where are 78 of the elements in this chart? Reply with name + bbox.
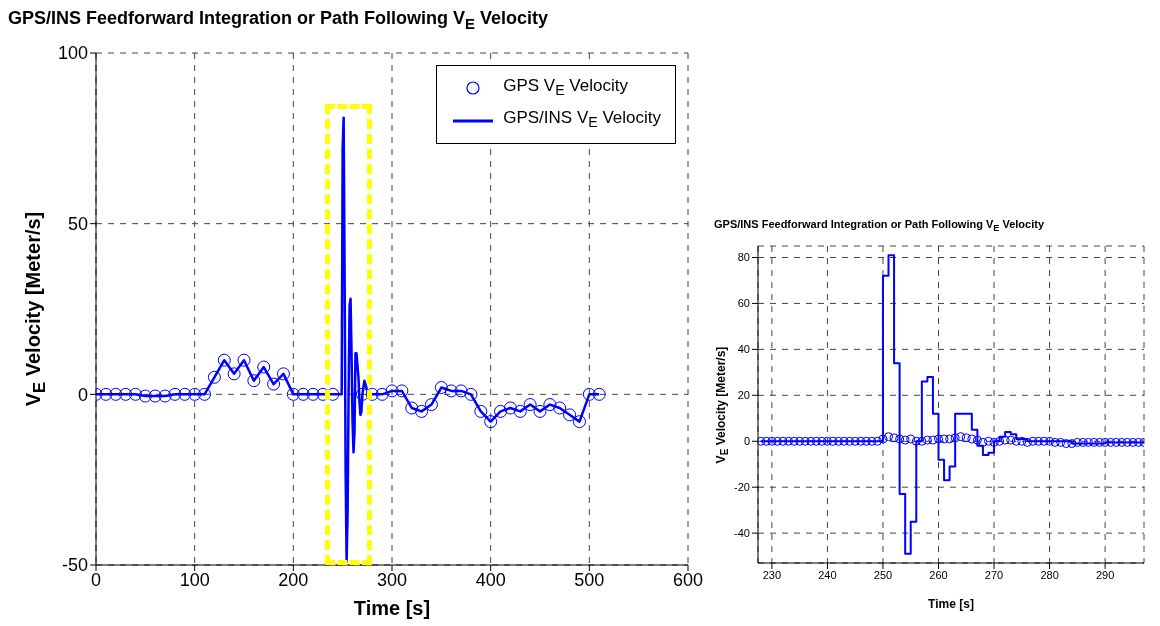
point <box>296 387 310 401</box>
point <box>494 404 508 418</box>
y-tick-label: 50 <box>67 214 88 235</box>
y-tick-label: 80 <box>737 251 750 264</box>
point <box>109 387 123 401</box>
point <box>572 415 586 429</box>
point <box>513 404 527 418</box>
chart-title: GPS/INS Feedforward Integration or Path Following V$_{E}$ Velocity <box>714 218 1045 234</box>
point <box>286 387 300 401</box>
point <box>365 387 379 401</box>
x-tick-label: 270 <box>984 568 1004 581</box>
x-tick-label: 500 <box>574 569 605 590</box>
point <box>168 387 182 401</box>
x-tick-label: 230 <box>762 568 782 581</box>
point <box>207 370 221 384</box>
point <box>533 404 547 418</box>
x-tick-label: 600 <box>672 569 704 590</box>
point <box>138 389 152 403</box>
point <box>128 387 142 401</box>
y-tick-label: -50 <box>61 555 88 576</box>
point <box>99 387 113 401</box>
chart-title: GPS/INS Feedforward Integration or Path Following V$_{E}$ Velocity <box>8 8 549 32</box>
x-tick-label: 200 <box>278 569 309 590</box>
x-axis-title: Time [s] <box>352 597 432 620</box>
point <box>454 384 468 398</box>
point <box>158 389 172 403</box>
x-tick-label: 0 <box>90 569 102 590</box>
y-tick-label: 60 <box>737 297 750 310</box>
y-tick-label: -40 <box>734 527 750 540</box>
point <box>385 384 399 398</box>
point <box>424 398 438 412</box>
point <box>464 387 478 401</box>
point <box>395 384 409 398</box>
point <box>227 367 241 381</box>
x-tick-label: 300 <box>376 569 408 590</box>
point <box>375 387 389 401</box>
point <box>267 377 281 391</box>
point <box>434 381 448 395</box>
point <box>237 353 251 367</box>
point <box>188 387 202 401</box>
x-tick-label: 400 <box>475 569 506 590</box>
point <box>119 387 133 401</box>
point <box>217 353 231 367</box>
point <box>178 387 192 401</box>
point <box>484 415 498 429</box>
x-axis-title: Time [s] <box>927 597 975 611</box>
point <box>523 398 537 412</box>
point <box>563 408 577 422</box>
point <box>582 387 596 401</box>
x-tick-label: 260 <box>929 568 948 581</box>
legend-label: GPS V$_{E}$ Velocity <box>503 75 628 101</box>
point <box>355 387 369 401</box>
point <box>148 389 162 403</box>
x-tick-label: 290 <box>1095 568 1115 581</box>
x-tick-label: 250 <box>873 568 893 581</box>
x-tick-label: 240 <box>818 568 837 581</box>
point <box>198 387 212 401</box>
x-tick-label: 100 <box>179 569 210 590</box>
point <box>553 401 567 415</box>
point <box>405 401 419 415</box>
point <box>306 387 320 401</box>
y-tick-label: 0 <box>77 384 88 405</box>
legend-label: GPS/INS V$_{E}$ Velocity <box>503 107 661 133</box>
point <box>415 404 429 418</box>
point <box>474 404 488 418</box>
point <box>543 398 557 412</box>
y-tick-label: 0 <box>743 435 750 448</box>
point <box>444 384 458 398</box>
point <box>257 360 271 374</box>
y-tick-label: 20 <box>737 389 750 402</box>
point <box>503 401 517 415</box>
y-tick-label: 100 <box>57 43 88 64</box>
point <box>592 387 606 401</box>
y-tick-label: -20 <box>734 481 750 494</box>
point <box>247 374 261 388</box>
point <box>276 367 290 381</box>
y-tick-label: 40 <box>737 343 750 356</box>
x-tick-label: 280 <box>1040 568 1059 581</box>
